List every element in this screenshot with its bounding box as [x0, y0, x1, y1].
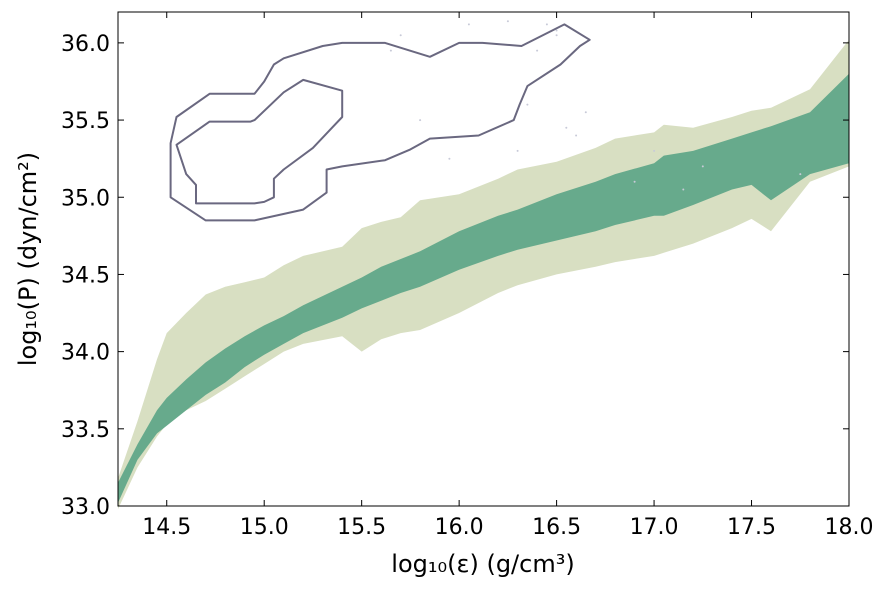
scatter-point [399, 34, 402, 37]
x-axis-label: log₁₀(ε) (g/cm³) [391, 550, 574, 578]
x-tick-label: 14.5 [142, 515, 191, 540]
contour-outer [169, 23, 591, 222]
scatter-point [545, 23, 548, 26]
scatter-point [536, 49, 539, 52]
scatter-point [555, 34, 558, 37]
contour-inner [175, 78, 344, 205]
y-axis-ticks: 33.0 33.5 34.0 34.5 35.0 35.5 36.0 [61, 32, 849, 520]
x-tick-label: 15.0 [240, 515, 289, 540]
confidence-bands [118, 39, 849, 510]
scatter-point [653, 149, 656, 152]
y-tick-label: 36.0 [61, 32, 110, 57]
scatter-point [565, 126, 568, 129]
x-tick-label: 17.5 [727, 515, 776, 540]
y-tick-label: 34.5 [61, 263, 110, 288]
scatter-point [526, 103, 529, 106]
y-axis-label: log₁₀(P) (dyn/cm²) [14, 152, 42, 366]
y-tick-label: 34.0 [61, 341, 110, 366]
y-tick-label: 35.5 [61, 109, 110, 134]
scatter-point [506, 20, 509, 23]
scatter-point [516, 149, 519, 152]
plot-frame [117, 11, 850, 507]
scatter-point [419, 119, 422, 122]
posterior-scatter [389, 20, 802, 191]
scatter-point [575, 134, 578, 137]
y-tick-label: 33.0 [61, 495, 110, 520]
x-tick-label: 16.5 [532, 515, 581, 540]
posterior-contours [169, 23, 591, 222]
y-tick-label: 33.5 [61, 418, 110, 443]
scatter-point [633, 180, 636, 183]
x-axis-ticks: 14.5 15.0 15.5 16.0 16.5 17.0 17.5 18.0 [142, 12, 873, 540]
scatter-point [555, 29, 558, 32]
scatter-point [701, 165, 704, 168]
inner-band [118, 73, 849, 503]
y-tick-label: 35.0 [61, 186, 110, 211]
scatter-point [467, 23, 470, 26]
x-tick-label: 15.5 [337, 515, 386, 540]
scatter-point [448, 157, 451, 160]
scatter-point [799, 173, 802, 176]
scatter-point [682, 188, 685, 191]
scatter-point [389, 49, 392, 52]
x-tick-label: 16.0 [435, 515, 484, 540]
scatter-point [584, 111, 587, 114]
x-tick-label: 17.0 [630, 515, 679, 540]
x-tick-label: 18.0 [825, 515, 874, 540]
